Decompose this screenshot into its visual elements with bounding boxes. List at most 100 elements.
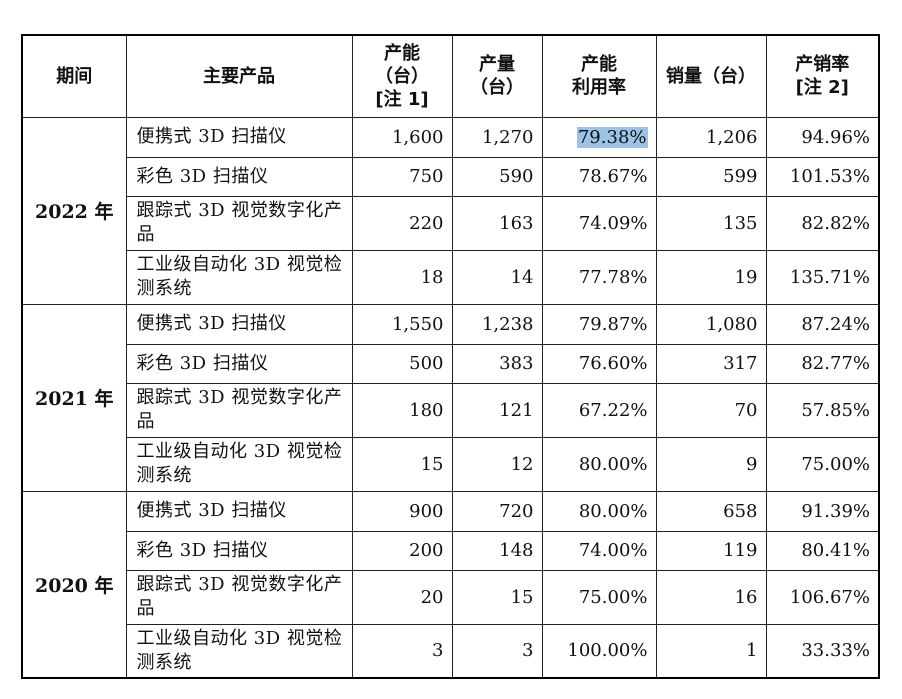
output-cell: 383 [451, 343, 543, 384]
utilization-cell: 74.09% [541, 195, 657, 251]
header-sales-rate-line-1: 产销率 [795, 54, 850, 76]
output-cell: 15 [451, 569, 543, 625]
sales-rate-cell: 82.82% [765, 195, 880, 251]
sales-rate-cell: 94.96% [765, 116, 880, 158]
table-row: 2021 年 便携式 3D 扫描仪 1,550 1,238 79.87% 1,0… [21, 303, 880, 492]
sales-cell: 135 [655, 195, 767, 251]
table-row: 2020 年 便携式 3D 扫描仪 900 720 80.00% 658 91.… [21, 490, 880, 679]
sales-rate-cell: 82.77% [765, 343, 880, 384]
output-cell: 1,238 [451, 303, 543, 345]
sales-rate-cell: 101.53% [765, 156, 880, 197]
sales-rate-cell: 57.85% [765, 382, 880, 438]
utilization-cell: 78.67% [541, 156, 657, 197]
sales-cell: 599 [655, 156, 767, 197]
capacity-cell: 900 [351, 490, 453, 532]
product-cell: 便携式 3D 扫描仪 [125, 116, 353, 158]
product-cell: 工业级自动化 3D 视觉检测系统 [125, 436, 353, 492]
header-product: 主要产品 [125, 34, 353, 118]
utilization-cell: 75.00% [541, 569, 657, 625]
period-cell: 2021 年 [21, 303, 127, 492]
sales-rate-cell: 87.24% [765, 303, 880, 345]
sales-cell: 1,206 [655, 116, 767, 158]
sales-cell: 119 [655, 530, 767, 571]
highlighted-selection[interactable]: 79.38% [576, 126, 648, 148]
table-row: 跟踪式 3D 视觉数字化产品 220 163 74.09% 135 82.82% [22, 195, 880, 251]
product-cell: 跟踪式 3D 视觉数字化产品 [125, 382, 353, 438]
sales-rate-cell: 33.33% [765, 623, 880, 679]
utilization-cell: 80.00% [541, 436, 657, 492]
product-cell: 工业级自动化 3D 视觉检测系统 [125, 623, 353, 679]
table-row: 工业级自动化 3D 视觉检测系统 18 14 77.78% 19 135.71% [22, 249, 880, 305]
capacity-cell: 18 [351, 249, 453, 305]
capacity-table-container: 期间 主要产品 产能 （台） [注 1] 产量 （台） 产能 利用率 销量（台）… [21, 34, 880, 679]
utilization-cell: 79.87% [541, 303, 657, 345]
sales-cell: 658 [655, 490, 767, 532]
capacity-cell: 500 [351, 343, 453, 384]
header-output: 产量 （台） [451, 34, 543, 118]
header-utilization: 产能 利用率 [541, 34, 657, 118]
header-period: 期间 [21, 34, 127, 118]
header-capacity-line-1: 产能 [384, 42, 420, 64]
product-cell: 便携式 3D 扫描仪 [125, 490, 353, 532]
table-row: 工业级自动化 3D 视觉检测系统 15 12 80.00% 9 75.00% [22, 436, 880, 492]
table-row: 跟踪式 3D 视觉数字化产品 20 15 75.00% 16 106.67% [22, 569, 880, 625]
product-cell: 彩色 3D 扫描仪 [125, 530, 353, 571]
header-output-line-2: （台） [470, 77, 524, 99]
output-cell: 3 [451, 623, 543, 679]
utilization-cell: 79.38% [541, 116, 657, 158]
capacity-cell: 1,550 [351, 303, 453, 345]
output-cell: 590 [451, 156, 543, 197]
table-row: 工业级自动化 3D 视觉检测系统 3 3 100.00% 1 33.33% [22, 623, 880, 679]
sales-cell: 1 [655, 623, 767, 679]
header-sales-rate: 产销率 [注 2] [765, 34, 880, 118]
utilization-cell: 77.78% [541, 249, 657, 305]
table-row: 彩色 3D 扫描仪 500 383 76.60% 317 82.77% [22, 343, 880, 384]
product-cell: 工业级自动化 3D 视觉检测系统 [125, 249, 353, 305]
header-capacity: 产能 （台） [注 1] [351, 34, 453, 118]
table-row: 2022 年 便携式 3D 扫描仪 1,600 1,270 79.38% 1,2… [21, 116, 880, 305]
output-cell: 1,270 [451, 116, 543, 158]
sales-cell: 1,080 [655, 303, 767, 345]
product-cell: 彩色 3D 扫描仪 [125, 156, 353, 197]
capacity-cell: 180 [351, 382, 453, 438]
period-cell: 2022 年 [21, 116, 127, 305]
product-cell: 便携式 3D 扫描仪 [125, 303, 353, 345]
utilization-cell: 100.00% [541, 623, 657, 679]
period-cell: 2020 年 [21, 490, 127, 679]
sales-rate-cell: 75.00% [765, 436, 880, 492]
utilization-cell: 80.00% [541, 490, 657, 532]
utilization-cell: 76.60% [541, 343, 657, 384]
sales-cell: 317 [655, 343, 767, 384]
table-row: 彩色 3D 扫描仪 750 590 78.67% 599 101.53% [22, 156, 880, 197]
product-cell: 跟踪式 3D 视觉数字化产品 [125, 195, 353, 251]
table-row: 彩色 3D 扫描仪 200 148 74.00% 119 80.41% [22, 530, 880, 571]
sales-rate-cell: 106.67% [765, 569, 880, 625]
header-utilization-line-2: 利用率 [572, 77, 626, 99]
capacity-cell: 220 [351, 195, 453, 251]
table-row: 跟踪式 3D 视觉数字化产品 180 121 67.22% 70 57.85% [22, 382, 880, 438]
sales-rate-cell: 80.41% [765, 530, 880, 571]
header-capacity-line-2: （台） [375, 65, 429, 87]
sales-rate-cell: 91.39% [765, 490, 880, 532]
sales-rate-cell: 135.71% [765, 249, 880, 305]
output-cell: 148 [451, 530, 543, 571]
product-cell: 跟踪式 3D 视觉数字化产品 [125, 569, 353, 625]
capacity-cell: 200 [351, 530, 453, 571]
product-cell: 彩色 3D 扫描仪 [125, 343, 353, 384]
output-cell: 720 [451, 490, 543, 532]
output-cell: 163 [451, 195, 543, 251]
header-utilization-line-1: 产能 [581, 54, 617, 76]
sales-cell: 70 [655, 382, 767, 438]
utilization-cell: 74.00% [541, 530, 657, 571]
capacity-cell: 20 [351, 569, 453, 625]
utilization-cell: 67.22% [541, 382, 657, 438]
sales-cell: 19 [655, 249, 767, 305]
output-cell: 12 [451, 436, 543, 492]
output-cell: 121 [451, 382, 543, 438]
sales-cell: 9 [655, 436, 767, 492]
header-sales: 销量（台） [655, 34, 767, 118]
capacity-cell: 1,600 [351, 116, 453, 158]
header-row: 期间 主要产品 产能 （台） [注 1] 产量 （台） 产能 利用率 销量（台）… [21, 34, 880, 118]
capacity-cell: 750 [351, 156, 453, 197]
capacity-cell: 3 [351, 623, 453, 679]
